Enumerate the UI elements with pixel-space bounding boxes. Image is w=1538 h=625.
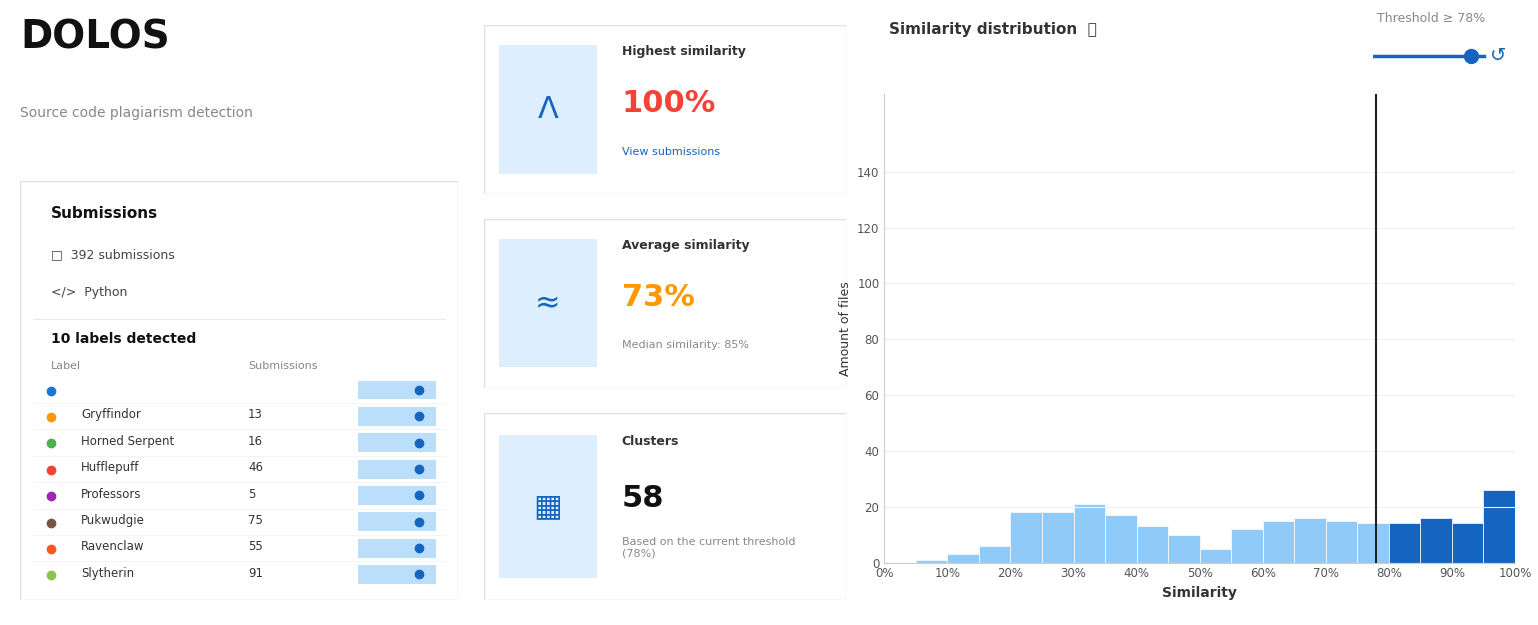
Bar [498,45,597,174]
Bar [498,435,597,578]
Text: ↺: ↺ [1490,46,1506,65]
Text: Median similarity: 85%: Median similarity: 85% [621,341,749,351]
Bar [1515,116,1538,562]
Text: Source code plagiarism detection: Source code plagiarism detection [20,106,252,120]
Bar [1263,521,1293,562]
Text: 16: 16 [248,435,263,447]
Bar [1452,524,1483,562]
X-axis label: Similarity: Similarity [1163,586,1237,600]
Text: </>  Python: </> Python [51,286,128,299]
Bar [357,407,437,426]
Bar [1357,524,1389,562]
Text: 73%: 73% [621,283,695,312]
Text: 75: 75 [248,514,263,527]
Bar [498,239,597,368]
Bar [357,486,437,505]
Text: Based on the current threshold
(78%): Based on the current threshold (78%) [621,537,795,559]
Text: Ravenclaw: Ravenclaw [82,541,145,553]
Text: Gryffindor: Gryffindor [82,408,141,421]
Text: Average similarity: Average similarity [621,239,749,252]
Bar [1483,490,1515,562]
Bar [947,554,978,562]
Text: 10 labels detected: 10 labels detected [51,332,195,346]
Text: □  392 submissions: □ 392 submissions [51,248,174,261]
Bar [1326,521,1357,562]
Text: Clusters: Clusters [621,435,680,448]
Bar [357,433,437,452]
Bar [1074,504,1104,562]
Bar [1169,534,1200,562]
Text: 58: 58 [621,484,664,512]
Bar [1200,549,1230,562]
Text: Threshold ≥ 78%: Threshold ≥ 78% [1377,12,1484,25]
Text: 13: 13 [248,408,263,421]
Text: 5: 5 [248,488,255,501]
Bar [357,381,437,399]
Bar [1043,512,1074,562]
Bar [978,546,1010,562]
Text: Submissions: Submissions [248,361,317,371]
Text: Label: Label [51,361,82,371]
Bar [357,565,437,584]
Text: 100%: 100% [621,89,717,118]
Text: DOLOS: DOLOS [20,19,169,57]
Bar [1293,518,1326,562]
Text: Horned Serpent: Horned Serpent [82,435,175,447]
Text: Highest similarity: Highest similarity [621,45,746,58]
Text: Submissions: Submissions [51,206,158,221]
Bar [1137,526,1169,562]
Text: Hufflepuff: Hufflepuff [82,461,140,474]
Text: Professors: Professors [82,488,141,501]
Bar [357,539,437,558]
Text: 91: 91 [248,567,263,580]
Text: ≈: ≈ [535,289,560,318]
Bar [357,512,437,531]
Bar [1104,515,1137,562]
Text: 46: 46 [248,461,263,474]
Text: Similarity distribution  ⓘ: Similarity distribution ⓘ [889,22,1097,38]
Text: Λ: Λ [537,95,558,124]
Text: ▦: ▦ [534,492,563,521]
Text: View submissions: View submissions [621,147,720,157]
Text: 55: 55 [248,541,263,553]
Bar [915,560,947,562]
Bar [1420,518,1452,562]
Bar [1389,524,1420,562]
Text: Pukwudgie: Pukwudgie [82,514,145,527]
Bar [1230,529,1263,562]
Bar [357,460,437,479]
Text: Slytherin: Slytherin [82,567,134,580]
Y-axis label: Amount of files: Amount of files [838,281,852,376]
Bar [1010,512,1043,562]
